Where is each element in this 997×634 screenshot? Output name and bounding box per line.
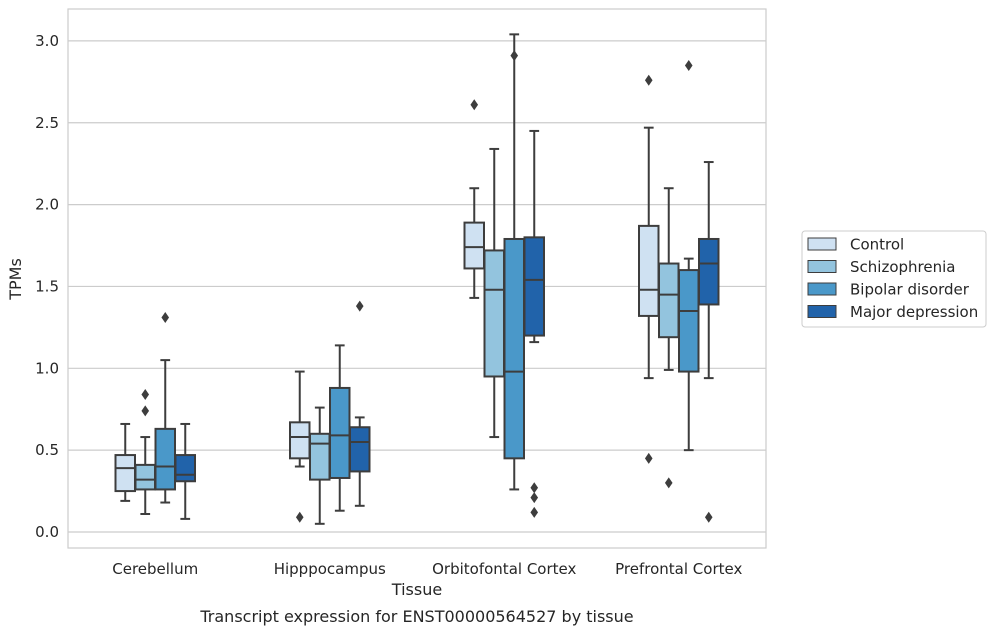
outlier-point — [510, 50, 519, 62]
x-tick-labels: Cerebellum Hipppocampus Orbitofontal Corte… — [112, 560, 742, 578]
y-tick-label: 0.0 — [35, 523, 59, 541]
legend-label: Major depression — [850, 303, 978, 321]
y-tick-label: 2.0 — [35, 196, 59, 214]
iqr-box — [638, 224, 660, 317]
iqr-box — [503, 237, 525, 460]
legend-label: Schizophrenia — [850, 258, 955, 276]
iqr-box — [174, 454, 196, 483]
box-3-1 — [349, 300, 371, 507]
legend-swatch — [807, 237, 837, 251]
x-tick-label: Prefrontal Cortex — [615, 560, 742, 578]
iqr-box — [114, 454, 136, 493]
iqr-box — [698, 237, 720, 306]
legend-swatch — [807, 282, 837, 296]
iqr-box — [349, 426, 371, 473]
iqr-box — [483, 249, 505, 378]
chart-caption: Transcript expression for ENST0000056452… — [199, 607, 633, 626]
box-3-3 — [698, 161, 720, 523]
outlier-point — [470, 99, 479, 111]
box-3-0 — [174, 422, 196, 520]
iqr-box — [289, 421, 311, 460]
y-tick-labels: 0.0 0.5 1.0 1.5 2.0 2.5 3.0 — [35, 32, 59, 541]
iqr-box — [678, 269, 700, 373]
iqr-box — [154, 427, 176, 491]
iqr-box — [329, 386, 351, 479]
box-1-2 — [483, 147, 505, 439]
box-3-2 — [523, 129, 545, 518]
y-tick-label: 1.0 — [35, 359, 59, 377]
legend-label: Bipolar disorder — [850, 281, 970, 299]
outlier-point — [141, 405, 150, 417]
outlier-point — [161, 312, 170, 324]
x-tick-label: Hipppocampus — [274, 560, 386, 578]
outlier-point — [355, 300, 364, 312]
box-2-0 — [154, 312, 176, 504]
box-2-2 — [503, 33, 525, 491]
legend-label: Control — [850, 236, 904, 254]
y-tick-label: 0.5 — [35, 441, 59, 459]
iqr-box — [309, 432, 331, 481]
box-0-1 — [289, 370, 311, 523]
legend: Control Schizophrenia Bipolar disorder Majo… — [801, 230, 987, 328]
outlier-point — [530, 482, 539, 494]
legend-swatch — [807, 260, 837, 273]
legend-frame — [801, 230, 987, 328]
iqr-box — [658, 262, 680, 339]
outlier-point — [295, 511, 304, 523]
iqr-box — [134, 463, 156, 491]
outlier-point — [644, 74, 653, 86]
y-tick-label: 2.5 — [35, 114, 59, 132]
outlier-point — [704, 511, 713, 523]
iqr-box — [463, 221, 485, 270]
outlier-point — [141, 388, 150, 400]
iqr-box — [523, 236, 545, 337]
outlier-point — [684, 59, 693, 71]
box-0-2 — [463, 99, 485, 299]
y-tick-label: 1.5 — [35, 277, 59, 295]
box-2-3 — [678, 59, 700, 452]
y-tick-label: 3.0 — [35, 32, 59, 50]
y-axis-title: TPMs — [6, 258, 25, 301]
outlier-point — [664, 477, 673, 489]
box-2-1 — [329, 344, 351, 512]
x-axis-title: Tissue — [391, 580, 442, 599]
x-tick-label: Orbitofontal Cortex — [432, 560, 576, 578]
outlier-point — [530, 492, 539, 504]
x-tick-label: Cerebellum — [112, 560, 198, 578]
box-plot-marks — [114, 33, 720, 525]
outlier-point — [530, 506, 539, 518]
outlier-point — [644, 452, 653, 464]
legend-swatch — [807, 305, 837, 318]
